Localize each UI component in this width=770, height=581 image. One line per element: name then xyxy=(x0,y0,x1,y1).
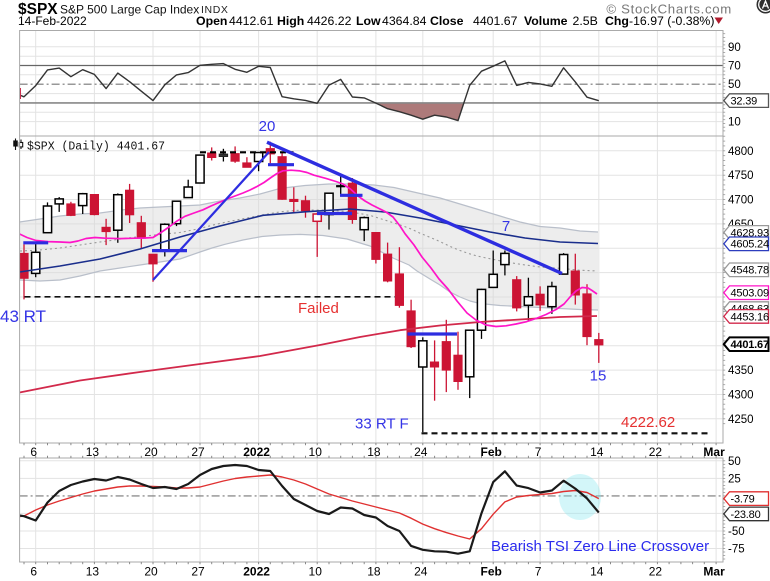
svg-text:27: 27 xyxy=(191,565,205,579)
svg-text:70: 70 xyxy=(728,61,741,73)
svg-text:-23.80: -23.80 xyxy=(731,509,761,521)
svg-text:4800: 4800 xyxy=(728,146,754,158)
svg-text:6: 6 xyxy=(30,565,37,579)
svg-text:7: 7 xyxy=(502,218,510,235)
svg-text:4401.67: 4401.67 xyxy=(473,14,518,28)
svg-text:Close: Close xyxy=(430,14,464,28)
svg-text:50: 50 xyxy=(728,456,741,468)
svg-text:-75: -75 xyxy=(728,544,745,556)
svg-text:32.39: 32.39 xyxy=(731,96,758,108)
svg-text:Open: Open xyxy=(196,14,227,28)
svg-text:43 RT: 43 RT xyxy=(0,307,46,326)
svg-text:4628.93: 4628.93 xyxy=(731,227,769,239)
svg-text:4350: 4350 xyxy=(728,365,754,377)
svg-text:18: 18 xyxy=(367,445,381,459)
svg-text:10: 10 xyxy=(309,565,323,579)
svg-text:24: 24 xyxy=(414,565,428,579)
svg-text:Mar: Mar xyxy=(703,445,725,459)
svg-text:Chg: Chg xyxy=(605,14,629,28)
svg-text:S&P 500 Large Cap Index: S&P 500 Large Cap Index xyxy=(60,3,199,17)
svg-text:25: 25 xyxy=(728,473,741,485)
svg-text:4412.61: 4412.61 xyxy=(229,14,274,28)
svg-text:15: 15 xyxy=(590,368,607,385)
svg-text:7: 7 xyxy=(535,445,542,459)
svg-text:4750: 4750 xyxy=(728,170,754,182)
svg-text:2022: 2022 xyxy=(243,565,270,579)
svg-text:13: 13 xyxy=(86,445,100,459)
svg-text:20: 20 xyxy=(144,565,158,579)
svg-text:$SPX: $SPX xyxy=(18,1,58,18)
svg-text:-3.79: -3.79 xyxy=(731,494,755,506)
svg-text:4401.67: 4401.67 xyxy=(731,339,769,351)
svg-text:4426.22: 4426.22 xyxy=(307,14,352,28)
svg-text:14-Feb-2022: 14-Feb-2022 xyxy=(18,14,87,28)
svg-text:-16.97 (-0.38%): -16.97 (-0.38%) xyxy=(629,14,714,28)
svg-text:$SPX (Daily) 4401.67: $SPX (Daily) 4401.67 xyxy=(27,141,165,154)
svg-text:6: 6 xyxy=(30,445,37,459)
svg-text:High: High xyxy=(277,14,304,28)
svg-text:14: 14 xyxy=(590,445,604,459)
svg-text:INDX: INDX xyxy=(201,4,229,16)
svg-text:10: 10 xyxy=(728,117,741,129)
svg-text:Volume: Volume xyxy=(524,14,568,28)
svg-text:22: 22 xyxy=(649,445,663,459)
svg-text:20: 20 xyxy=(259,118,276,135)
svg-text:14: 14 xyxy=(590,565,604,579)
svg-text:33 RT F: 33 RT F xyxy=(355,416,409,433)
svg-text:20: 20 xyxy=(144,445,158,459)
svg-text:4453.16: 4453.16 xyxy=(731,311,769,323)
svg-text:© StockCharts.com: © StockCharts.com xyxy=(606,2,732,17)
svg-text:Mar: Mar xyxy=(703,565,725,579)
svg-text:4605.24: 4605.24 xyxy=(731,239,769,251)
svg-text:50: 50 xyxy=(728,79,741,91)
svg-text:4364.84: 4364.84 xyxy=(382,14,427,28)
svg-text:2.5B: 2.5B xyxy=(573,14,598,28)
svg-text:7: 7 xyxy=(535,565,542,579)
svg-text:27: 27 xyxy=(191,445,205,459)
svg-text:24: 24 xyxy=(414,445,428,459)
svg-text:-50: -50 xyxy=(728,526,745,538)
svg-text:10: 10 xyxy=(309,445,323,459)
svg-text:Bearish TSI Zero Line Crossove: Bearish TSI Zero Line Crossover xyxy=(491,538,709,555)
svg-text:4250: 4250 xyxy=(728,414,754,426)
svg-text:Feb: Feb xyxy=(481,445,502,459)
svg-text:4700: 4700 xyxy=(728,195,754,207)
svg-text:13: 13 xyxy=(86,565,100,579)
svg-text:4548.78: 4548.78 xyxy=(731,265,769,277)
svg-text:Feb: Feb xyxy=(481,565,502,579)
svg-text:2022: 2022 xyxy=(243,445,270,459)
svg-text:Failed: Failed xyxy=(298,300,339,317)
svg-text:Low: Low xyxy=(356,14,381,28)
svg-text:18: 18 xyxy=(367,565,381,579)
svg-text:90: 90 xyxy=(728,42,741,54)
svg-text:4503.09: 4503.09 xyxy=(731,288,769,300)
svg-text:4300: 4300 xyxy=(728,390,754,402)
svg-text:4222.62: 4222.62 xyxy=(621,414,675,431)
svg-text:22: 22 xyxy=(649,565,663,579)
